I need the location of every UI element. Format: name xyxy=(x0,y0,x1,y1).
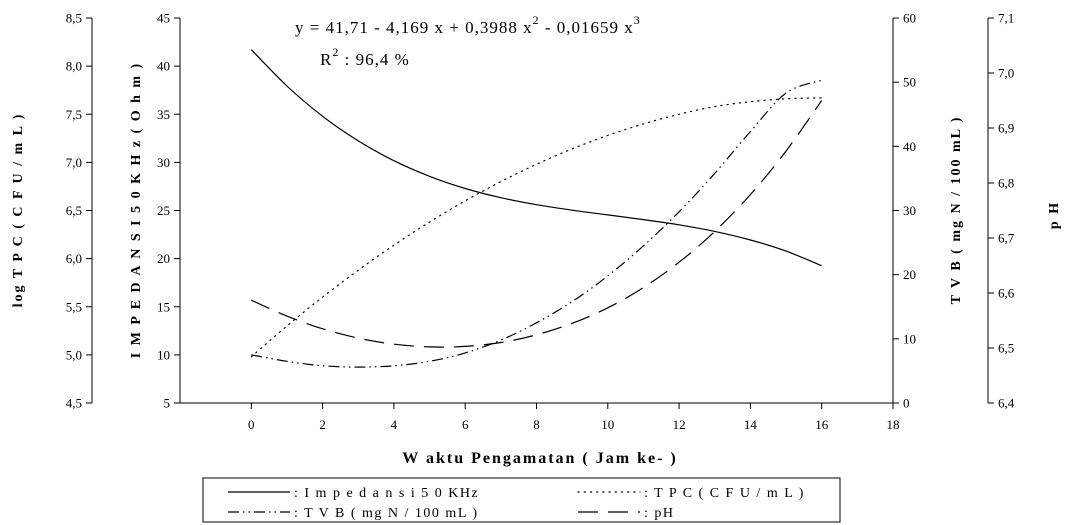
tvb-tick-label: 20 xyxy=(903,267,916,282)
logtpc-tick-label: 8,5 xyxy=(66,11,82,26)
impedance-tick-label: 15 xyxy=(157,299,170,314)
tvb-tick-label: 30 xyxy=(903,203,916,218)
r2-annotation: R2 : 96,4 % xyxy=(320,45,410,69)
x-tick-label: 8 xyxy=(533,417,540,432)
ph-tick-label: 6,5 xyxy=(998,341,1014,356)
series-layer xyxy=(250,49,823,368)
tvb-axis-label: T V B ( mg N / 100 mL ) xyxy=(949,116,964,305)
logtpc-tick-label: 8,0 xyxy=(66,59,82,74)
impedance-tick-label: 40 xyxy=(157,59,170,74)
ph-series-line xyxy=(251,100,823,348)
impedance-tick-label: 45 xyxy=(157,11,170,26)
tvb-tick-label: 60 xyxy=(903,11,916,26)
x-tick-label: 12 xyxy=(673,417,686,432)
x-tick-label: 6 xyxy=(462,417,469,432)
equation-sup1: 2 xyxy=(533,13,540,27)
tvb-tick-label: 10 xyxy=(903,331,916,346)
tvb-series-line xyxy=(251,79,822,368)
logtpc-tick-label: 5,5 xyxy=(66,299,82,314)
x-tick-label: 2 xyxy=(319,417,326,432)
x-tick-label: 18 xyxy=(887,417,900,432)
logtpc-tick-label: 6,0 xyxy=(66,251,82,266)
ph-tick-label: 6,4 xyxy=(998,396,1015,411)
impedance-tick-label: 30 xyxy=(157,155,170,170)
r2-prefix: R xyxy=(320,50,332,69)
tvb-tick-label: 0 xyxy=(903,396,910,411)
legend-label-tpc: : T P C ( C F U / m L ) xyxy=(644,486,805,501)
equation-main: y = 41,71 - 4,169 x + 0,3988 x xyxy=(295,18,533,37)
equation-annotation: y = 41,71 - 4,169 x + 0,3988 x2 - 0,0165… xyxy=(295,13,641,37)
impedance-series-line xyxy=(250,49,822,267)
r2-sup: 2 xyxy=(332,45,339,59)
legend-label-tvb: : T V B ( mg N / 100 mL ) xyxy=(294,506,479,521)
legend: : I m p e d a n s i 5 0 KHz : T P C ( C … xyxy=(202,477,841,523)
x-tick-label: 10 xyxy=(601,417,614,432)
logtpc-tick-label: 4,5 xyxy=(66,396,82,411)
ph-tick-label: 7,0 xyxy=(998,66,1014,81)
ph-axis-label: p H xyxy=(1047,201,1062,229)
x-tick-label: 16 xyxy=(815,417,829,432)
x-axis-label: W aktu Pengamatan ( Jam ke- ) xyxy=(402,450,677,467)
impedance-tick-label: 5 xyxy=(164,396,171,411)
ph-tick-label: 6,7 xyxy=(998,231,1015,246)
x-tick-label: 0 xyxy=(248,417,255,432)
x-tick-label: 14 xyxy=(744,417,758,432)
impedance-axis-label: I M P E D A N S I 5 0 K H z ( O h m ) xyxy=(129,62,144,358)
equation-sup2: 3 xyxy=(634,13,641,27)
tpc-series-line xyxy=(250,97,823,358)
axes-layer: 4,55,05,56,06,57,07,58,08,55101520253035… xyxy=(66,11,1015,433)
legend-box xyxy=(202,477,841,523)
impedance-tick-label: 35 xyxy=(157,107,170,122)
logtpc-tick-label: 7,0 xyxy=(66,155,82,170)
tvb-tick-label: 50 xyxy=(903,75,916,90)
equation-mid: - 0,01659 x xyxy=(540,18,634,37)
impedance-tick-label: 20 xyxy=(157,251,170,266)
legend-label-ph: : pH xyxy=(644,506,675,521)
ph-tick-label: 6,6 xyxy=(998,286,1015,301)
impedance-tick-label: 10 xyxy=(157,347,170,362)
impedance-tick-label: 25 xyxy=(157,203,170,218)
legend-label-impedance: : I m p e d a n s i 5 0 KHz xyxy=(294,486,479,501)
r2-value: : 96,4 % xyxy=(339,50,409,69)
logtpc-tick-label: 6,5 xyxy=(66,203,82,218)
ph-tick-label: 7,1 xyxy=(998,11,1014,26)
logtpc-tick-label: 5,0 xyxy=(66,347,82,362)
ph-tick-label: 6,9 xyxy=(998,121,1014,136)
tvb-tick-label: 40 xyxy=(903,139,916,154)
logtpc-tick-label: 7,5 xyxy=(66,107,82,122)
x-tick-label: 4 xyxy=(391,417,398,432)
ph-tick-label: 6,8 xyxy=(998,176,1014,191)
logtpc-axis-label: log T P C ( C F U / m L ) xyxy=(11,113,26,308)
